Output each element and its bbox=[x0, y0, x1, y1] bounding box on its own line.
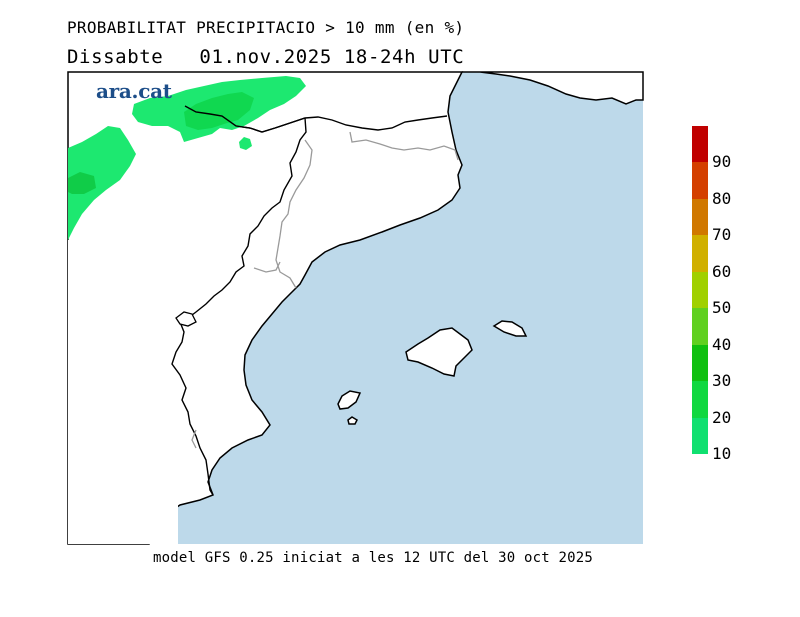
legend-label: 20 bbox=[712, 407, 732, 427]
legend-swatch bbox=[692, 308, 708, 345]
mallorca bbox=[405, 327, 473, 377]
eivissa bbox=[337, 390, 362, 410]
map-subtitle: Dissabte 01.nov.2025 18-24h UTC bbox=[67, 46, 465, 68]
precip-area-west-core bbox=[68, 172, 96, 194]
coast-islet bbox=[175, 311, 197, 327]
formentera bbox=[347, 416, 358, 425]
precip-area-north-core bbox=[184, 92, 254, 130]
ara-cat-logo[interactable]: ara.cat bbox=[96, 79, 172, 103]
legend-swatch bbox=[692, 417, 708, 454]
menorca bbox=[492, 320, 528, 337]
legend-label: 70 bbox=[712, 225, 732, 245]
legend-swatch bbox=[692, 126, 708, 163]
legend-swatch bbox=[692, 162, 708, 199]
legend-label: 50 bbox=[712, 298, 732, 318]
precip-spot bbox=[239, 137, 252, 150]
french-coast bbox=[462, 71, 644, 105]
legend-swatch bbox=[692, 271, 708, 309]
legend-label: 90 bbox=[712, 152, 732, 172]
map-title: PROBABILITAT PRECIPITACIO > 10 mm (en %) bbox=[67, 18, 465, 37]
legend-label: 30 bbox=[712, 371, 732, 391]
legend-swatch bbox=[692, 381, 708, 418]
west-border bbox=[171, 117, 307, 496]
legend-swatch bbox=[692, 198, 708, 236]
province-lines bbox=[191, 131, 459, 449]
precip-area-west bbox=[68, 126, 136, 240]
precipitation-legend bbox=[692, 126, 708, 454]
legend-label: 40 bbox=[712, 334, 732, 354]
legend-label: 80 bbox=[712, 188, 732, 208]
legend-label: 10 bbox=[712, 444, 732, 463]
pyrenees-border-overlay bbox=[184, 105, 306, 133]
model-info: model GFS 0.25 iniciat a les 12 UTC del … bbox=[153, 550, 594, 566]
legend-swatch bbox=[692, 344, 708, 382]
legend-swatch bbox=[692, 235, 708, 272]
land-west bbox=[68, 240, 178, 544]
legend-label: 60 bbox=[712, 261, 732, 281]
